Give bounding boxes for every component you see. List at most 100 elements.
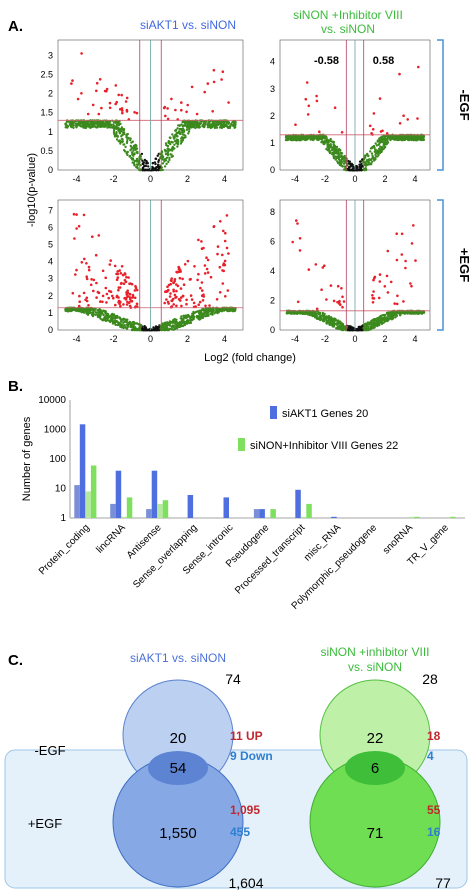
nonsignificant-point	[109, 126, 113, 129]
x-tick-label: 2	[185, 334, 190, 344]
nonsignificant-point	[218, 307, 221, 311]
nonsignificant-point	[381, 137, 384, 140]
legend-swatch	[270, 406, 277, 419]
category-label: Protein_coding	[37, 522, 92, 577]
nonsignificant-point	[201, 314, 204, 317]
x-tick-label: 4	[412, 334, 417, 344]
nonsignificant-point	[195, 120, 199, 124]
nonsignificant-point	[142, 168, 145, 172]
bar	[74, 485, 80, 518]
significant-point	[205, 256, 208, 260]
nonsignificant-point	[399, 311, 402, 314]
significant-point	[372, 112, 376, 115]
venn-count: 22	[367, 730, 384, 747]
nonsignificant-point	[70, 125, 73, 129]
nonsignificant-point	[353, 168, 356, 172]
nonsignificant-point	[171, 320, 174, 323]
nonsignificant-point	[157, 160, 160, 164]
significant-point	[123, 273, 127, 276]
nonsignificant-point	[377, 318, 380, 321]
nonsignificant-point	[96, 122, 99, 125]
nonsignificant-point	[184, 314, 188, 317]
nonsignificant-point	[341, 156, 345, 160]
nonsignificant-point	[346, 163, 349, 166]
venn-count: 1,550	[159, 825, 197, 842]
significant-point	[182, 283, 186, 287]
significant-point	[307, 104, 311, 108]
nonsignificant-point	[386, 318, 389, 321]
nonsignificant-point	[145, 160, 148, 163]
nonsignificant-point	[213, 125, 217, 129]
category-label: Sense_overlapping	[131, 522, 199, 590]
significant-point	[124, 100, 128, 103]
venn-count: 6	[371, 760, 379, 777]
nonsignificant-point	[121, 324, 125, 327]
significant-point	[170, 279, 173, 283]
bar	[331, 516, 337, 518]
bar	[259, 509, 265, 518]
nonsignificant-point	[119, 130, 122, 134]
nonsignificant-point	[137, 163, 140, 166]
venn-total: 74	[225, 671, 241, 687]
nonsignificant-point	[363, 328, 367, 332]
significant-point	[127, 276, 130, 279]
significant-point	[209, 275, 213, 279]
nonsignificant-point	[376, 151, 379, 154]
significant-point	[95, 81, 99, 85]
nonsignificant-point	[112, 314, 115, 317]
nonsignificant-point	[84, 126, 88, 130]
nonsignificant-point	[121, 140, 124, 144]
significant-point	[372, 278, 375, 282]
nonsignificant-point	[89, 125, 93, 129]
significant-point	[203, 272, 207, 275]
significant-point	[208, 304, 211, 307]
significant-point	[298, 249, 302, 252]
significant-point	[219, 220, 222, 223]
significant-point	[117, 288, 120, 292]
significant-point	[206, 271, 210, 274]
significant-point	[120, 265, 124, 268]
nonsignificant-point	[124, 326, 128, 329]
volcano-subplot: 0 2 4 6 8 -4 -2 0 2 4	[270, 199, 431, 344]
significant-point	[105, 301, 108, 304]
nonsignificant-point	[122, 127, 126, 131]
nonsignificant-point	[166, 152, 169, 156]
nonsignificant-point	[203, 310, 206, 313]
nonsignificant-point	[198, 318, 201, 321]
nonsignificant-point	[340, 325, 343, 329]
significant-point	[340, 287, 343, 290]
nonsignificant-point	[371, 154, 374, 158]
bar	[306, 503, 312, 518]
nonsignificant-point	[116, 323, 120, 327]
category-label: lincRNA	[94, 522, 128, 556]
significant-point	[124, 280, 128, 284]
venn-down-count: 4	[427, 749, 434, 763]
significant-point	[329, 284, 333, 287]
nonsignificant-point	[336, 151, 340, 155]
significant-point	[410, 242, 414, 245]
nonsignificant-point	[335, 327, 338, 330]
nonsignificant-point	[187, 314, 190, 317]
significant-point	[383, 285, 387, 288]
nonsignificant-point	[356, 328, 359, 331]
nonsignificant-point	[136, 160, 139, 163]
significant-point	[189, 277, 192, 281]
nonsignificant-point	[320, 141, 323, 144]
nonsignificant-point	[332, 143, 335, 146]
nonsignificant-point	[104, 123, 107, 126]
nonsignificant-point	[181, 136, 184, 139]
nonsignificant-point	[184, 321, 188, 324]
nonsignificant-point	[337, 325, 340, 329]
nonsignificant-point	[382, 141, 385, 144]
significant-point	[101, 269, 105, 273]
nonsignificant-point	[411, 138, 414, 141]
x-tick-label: -4	[72, 174, 80, 184]
nonsignificant-point	[184, 124, 187, 127]
significant-point	[378, 273, 382, 276]
nonsignificant-point	[174, 128, 178, 132]
nonsignificant-point	[366, 321, 370, 324]
significant-point	[368, 124, 372, 128]
bar	[253, 509, 260, 518]
nonsignificant-point	[167, 139, 170, 143]
legend-label: siAKT1 Genes 20	[282, 408, 368, 420]
